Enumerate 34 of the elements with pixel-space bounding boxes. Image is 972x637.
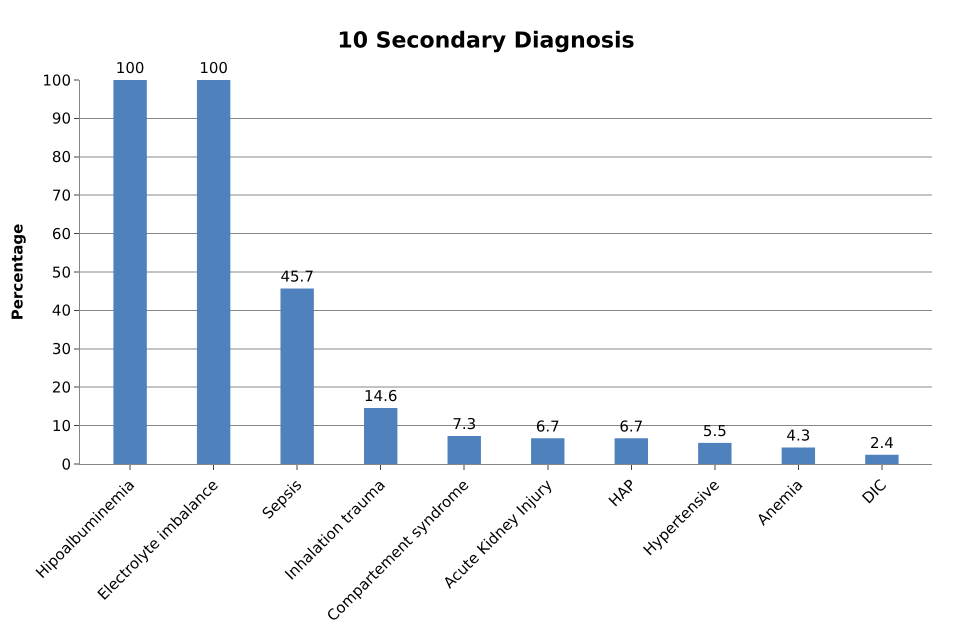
y-tick-label: 0: [61, 455, 71, 474]
bar: [614, 438, 648, 464]
bar: [364, 408, 398, 464]
data-label: 14.6: [364, 386, 398, 405]
y-tick-label: 50: [52, 263, 71, 282]
y-tick-label: 80: [52, 148, 71, 166]
y-axis-title: Percentage: [8, 224, 27, 320]
data-label: 5.5: [702, 422, 727, 440]
data-label: 4.3: [786, 426, 810, 444]
y-tick-label: 70: [52, 186, 71, 204]
bar: [782, 447, 816, 464]
y-tick-label: 30: [52, 340, 71, 358]
chart-title: 10 Secondary Diagnosis: [337, 28, 635, 54]
bar: [196, 80, 230, 464]
y-tick-label: 10: [52, 416, 71, 435]
data-label: 2.4: [870, 434, 894, 452]
bar: [531, 438, 564, 464]
bar: [280, 288, 314, 464]
y-tick-label: 60: [52, 224, 71, 243]
bar: [448, 436, 481, 464]
y-tick-label: 20: [52, 378, 71, 396]
bar: [113, 80, 147, 464]
data-label: 6.7: [536, 417, 560, 436]
bar: [865, 454, 899, 464]
data-label: 100: [116, 59, 144, 77]
data-label: 7.3: [452, 414, 476, 433]
data-label: 45.7: [280, 268, 314, 286]
y-tick-label: 100: [42, 71, 71, 90]
y-tick-label: 40: [52, 302, 71, 320]
data-label: 100: [199, 59, 228, 77]
x-tick-label: DIC: [858, 476, 890, 508]
data-label: 6.7: [619, 417, 644, 436]
y-tick-label: 90: [52, 110, 71, 128]
bar: [698, 442, 732, 464]
